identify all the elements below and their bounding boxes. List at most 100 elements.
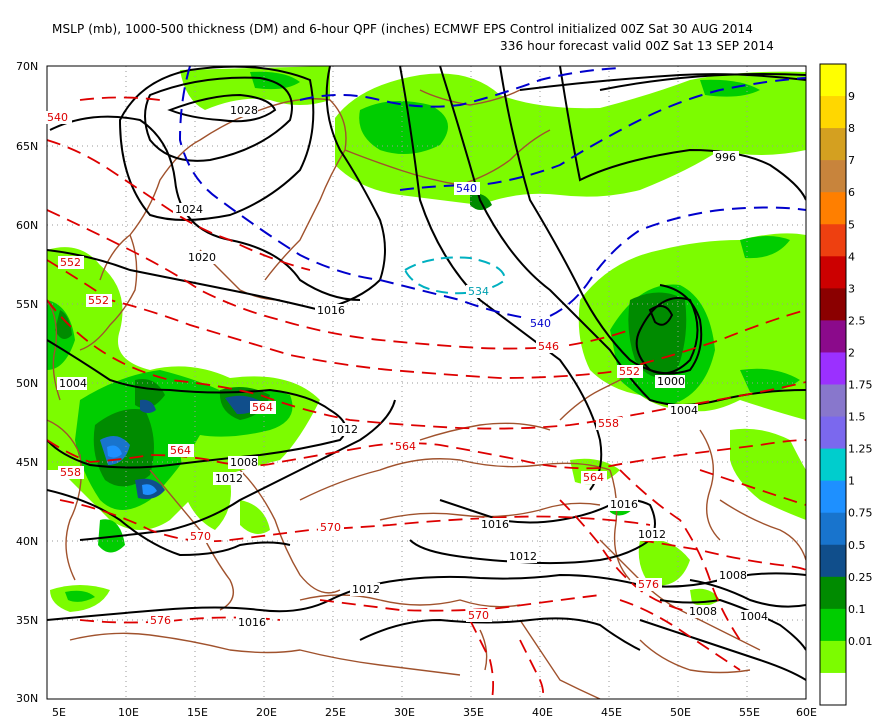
lat-label: 40N [16, 535, 38, 548]
isobar-label: 1008 [719, 569, 747, 582]
legend-swatch [820, 448, 846, 482]
thickness-534-contour [403, 256, 507, 295]
thickness-label: 576 [150, 614, 171, 627]
isobar-label: 1000 [657, 375, 685, 388]
lon-label: 30E [394, 706, 415, 719]
thickness-labels: 540 534 540 540 552 552 558 546 552 564 … [47, 111, 659, 627]
lon-label: 55E [739, 706, 760, 719]
isobar-label: 1008 [230, 456, 258, 469]
thickness-label: 540 [47, 111, 68, 124]
thickness-label: 564 [583, 471, 604, 484]
thickness-label: 570 [190, 530, 211, 543]
legend-label: 0.1 [848, 603, 866, 616]
legend-swatch [820, 64, 846, 97]
lon-label: 60E [796, 706, 817, 719]
legend-border [819, 63, 847, 706]
lat-label: 65N [16, 140, 38, 153]
thickness-label: 552 [60, 256, 81, 269]
legend-label: 3 [848, 282, 855, 295]
thickness-label: 570 [320, 521, 341, 534]
legend-label: 0.5 [848, 539, 866, 552]
legend-swatch [820, 480, 846, 514]
isobar-label: 1012 [509, 550, 537, 563]
thickness-label: 564 [170, 444, 191, 457]
isobar-label: 1008 [689, 605, 717, 618]
legend-swatch [820, 544, 846, 578]
thickness-label: 570 [468, 609, 489, 622]
qpf-legend: 9 8 7 6 5 4 3 2.5 2 1.75 1.5 1.25 1 0.75 0.5 0.25 0.1 0.0… [819, 63, 873, 706]
legend-swatch [820, 288, 846, 321]
isobar-label: 996 [715, 151, 736, 164]
lat-label: 70N [16, 60, 38, 73]
legend-label: 0.01 [848, 635, 873, 648]
thickness-label: 546 [538, 340, 559, 353]
isobar-labels: 1028 1024 1020 1016 1012 1008 1004 1000 … [57, 104, 768, 629]
legend-label: 1 [848, 475, 855, 488]
lon-label: 20E [256, 706, 277, 719]
legend-label: 1.25 [848, 443, 873, 456]
legend-label: 5 [848, 218, 855, 231]
legend-swatch [820, 352, 846, 385]
legend-label: 1.5 [848, 411, 866, 424]
thickness-label: 558 [598, 417, 619, 430]
legend-swatch [820, 320, 846, 353]
legend-swatch [820, 576, 846, 610]
lon-label: 10E [118, 706, 139, 719]
lat-label: 60N [16, 219, 38, 232]
thickness-label: 564 [252, 401, 273, 414]
lon-label: 50E [670, 706, 691, 719]
latitude-labels: 70N 65N 60N 55N 50N 45N 40N 35N 30N [16, 60, 38, 705]
legend-swatch [820, 672, 846, 706]
legend-label: 0.75 [848, 507, 873, 520]
map-title-line2: 336 hour forecast valid 00Z Sat 13 SEP 2… [500, 39, 774, 53]
isobar-label: 1004 [59, 377, 87, 390]
legend-label: 1.75 [848, 379, 873, 392]
thickness-label: 540 [456, 182, 477, 195]
lat-label: 55N [16, 298, 38, 311]
isobar-label: 1012 [638, 528, 666, 541]
lon-label: 40E [532, 706, 553, 719]
longitude-labels: 5E 10E 15E 20E 25E 30E 35E 40E 45E 50E 5… [52, 706, 817, 719]
legend-label: 8 [848, 122, 855, 135]
legend-swatch [820, 160, 846, 193]
legend-swatch [820, 608, 846, 642]
legend-swatch [820, 384, 846, 418]
lon-label: 15E [187, 706, 208, 719]
legend-swatch [820, 96, 846, 129]
legend-label: 2.5 [848, 314, 866, 327]
lat-label: 45N [16, 456, 38, 469]
lon-label: 35E [463, 706, 484, 719]
lon-label: 5E [52, 706, 66, 719]
isobar-label: 1012 [352, 583, 380, 596]
legend-label: 4 [848, 250, 855, 263]
isobar-label: 1004 [670, 404, 698, 417]
isobar-label: 1020 [188, 251, 216, 264]
legend-swatch [820, 256, 846, 289]
legend-label: 0.25 [848, 571, 873, 584]
thickness-label: 564 [395, 440, 416, 453]
thickness-label: 552 [88, 294, 109, 307]
legend-swatch [820, 128, 846, 161]
map-frame [46, 65, 807, 700]
isobar-label: 1016 [481, 518, 509, 531]
isobar-label: 1028 [230, 104, 258, 117]
thickness-label: 552 [619, 365, 640, 378]
isobar-label: 1004 [740, 610, 768, 623]
lon-label: 25E [325, 706, 346, 719]
legend-swatch [820, 224, 846, 257]
lat-label: 30N [16, 692, 38, 705]
thickness-label: 534 [468, 285, 489, 298]
isobar-label: 1012 [215, 472, 243, 485]
thickness-label: 540 [530, 317, 551, 330]
legend-swatch [820, 640, 846, 674]
legend-swatch [820, 416, 846, 450]
lat-label: 50N [16, 377, 38, 390]
legend-label: 7 [848, 154, 855, 167]
legend-label: 6 [848, 186, 855, 199]
isobar-label: 1024 [175, 203, 203, 216]
legend-swatch [820, 512, 846, 546]
isobar-label: 1016 [610, 498, 638, 511]
legend-label: 2 [848, 346, 855, 359]
lat-label: 35N [16, 614, 38, 627]
